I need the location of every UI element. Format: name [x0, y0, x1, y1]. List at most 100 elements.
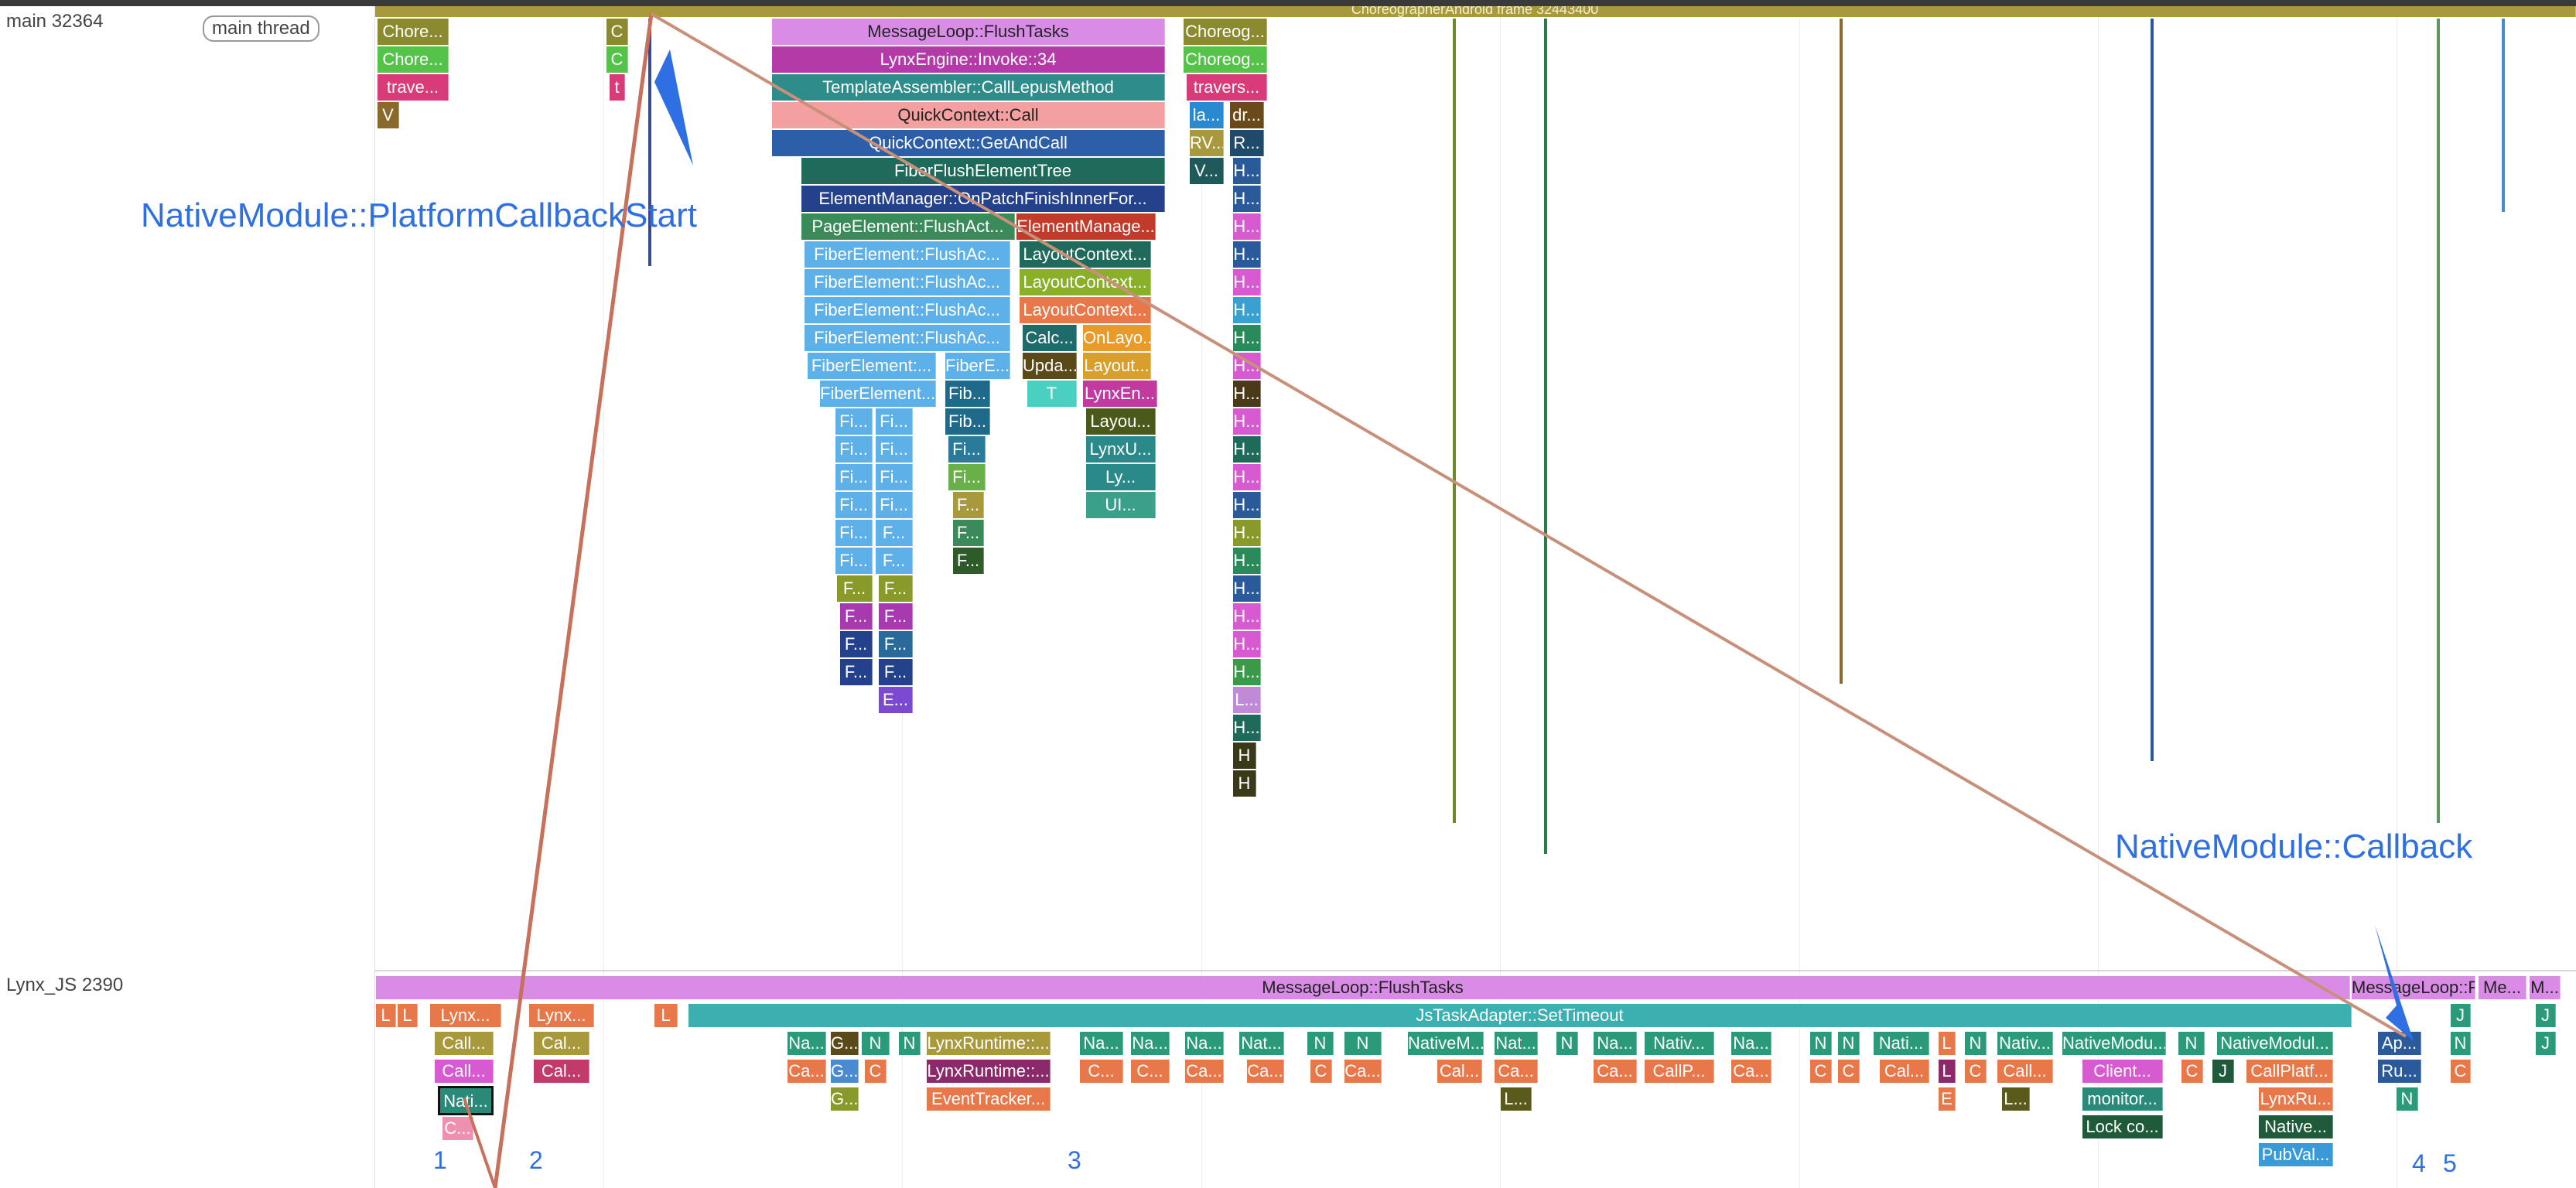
- js-slice-n[interactable]: N: [2451, 1032, 2471, 1055]
- slice-r[interactable]: R...: [1230, 130, 1264, 156]
- js-slice-l[interactable]: L: [654, 1004, 678, 1027]
- slice-fi[interactable]: Fi...: [835, 436, 873, 463]
- js-slice-nativ[interactable]: Nativ...: [1997, 1032, 2053, 1055]
- js-slice-c[interactable]: C: [2181, 1060, 2203, 1083]
- slice-f[interactable]: F...: [840, 659, 873, 685]
- js-slice-ru[interactable]: Ru...: [2378, 1060, 2421, 1083]
- slice-lynxu[interactable]: LynxU...: [1086, 436, 1156, 463]
- js-slice-flush-tasks[interactable]: MessageLoop::FlushTasks: [376, 976, 2350, 999]
- slice-fibe[interactable]: FiberE...: [945, 353, 1010, 379]
- js-slice-callplatf[interactable]: CallPlatf...: [2246, 1060, 2333, 1083]
- slice-h-short[interactable]: H: [1233, 742, 1256, 769]
- slice-f[interactable]: F...: [953, 520, 984, 546]
- js-slice-ca[interactable]: Ca...: [1247, 1060, 1284, 1083]
- slice-la[interactable]: la...: [1190, 102, 1224, 128]
- slice-h[interactable]: H...: [1233, 631, 1261, 657]
- js-slice-na[interactable]: Na...: [1131, 1032, 1170, 1055]
- js-slice-n[interactable]: N: [1344, 1032, 1382, 1055]
- slice-fiber-element-5[interactable]: FiberElement:...: [808, 353, 936, 379]
- slice-h[interactable]: H...: [1233, 603, 1261, 630]
- slice-h[interactable]: H...: [1233, 297, 1261, 323]
- js-slice-n[interactable]: N: [1556, 1032, 1578, 1055]
- js-slice-na[interactable]: Na...: [787, 1032, 826, 1055]
- slice-lynx-invoke[interactable]: LynxEngine::Invoke::34: [772, 46, 1165, 73]
- slice-fi[interactable]: Fi...: [835, 548, 873, 574]
- slice-layout-context-2[interactable]: LayoutContext...: [1020, 269, 1151, 295]
- slice-h[interactable]: H...: [1233, 548, 1261, 574]
- js-slice-n[interactable]: N: [1838, 1032, 1860, 1055]
- slice-fi[interactable]: Fi...: [835, 464, 873, 490]
- slice-choreog-1[interactable]: Choreog...: [1184, 19, 1267, 45]
- js-slice-e[interactable]: E: [1939, 1087, 1956, 1111]
- js-slice-c[interactable]: C: [865, 1060, 887, 1083]
- slice-chore-2[interactable]: Chore...: [378, 46, 449, 73]
- js-slice-c[interactable]: C...: [1131, 1060, 1170, 1083]
- js-slice-nati-selected[interactable]: Nati...: [438, 1086, 494, 1115]
- slice-fiber-element-2[interactable]: FiberElement::FlushAc...: [805, 269, 1010, 295]
- js-slice-n[interactable]: N: [2397, 1087, 2418, 1111]
- js-slice-na[interactable]: Na...: [1080, 1032, 1123, 1055]
- main-track-header[interactable]: main 32364 main thread: [0, 6, 375, 975]
- js-slice-flush-2[interactable]: MessageLoop::F...: [2352, 976, 2475, 999]
- slice-layou[interactable]: Layou...: [1086, 408, 1156, 435]
- js-slice-ca[interactable]: Ca...: [1185, 1060, 1224, 1083]
- slice-h[interactable]: H...: [1233, 520, 1261, 546]
- js-slice-ca[interactable]: Ca...: [1495, 1060, 1538, 1083]
- js-slice-c[interactable]: C: [1838, 1060, 1860, 1083]
- slice-fiber-element-6[interactable]: FiberElement...: [820, 381, 936, 407]
- slice-element-manage[interactable]: ElementManage...: [1016, 213, 1156, 240]
- js-slice-n[interactable]: N: [1965, 1032, 1987, 1055]
- slice-choreog-2[interactable]: Choreog...: [1184, 46, 1267, 73]
- js-track-header[interactable]: Lynx_JS 2390: [0, 971, 375, 1188]
- js-slice-n[interactable]: N: [2178, 1032, 2205, 1055]
- slice-f[interactable]: F...: [953, 492, 984, 518]
- slice-h[interactable]: H...: [1233, 659, 1261, 685]
- frame-slice[interactable]: ChoreographerAndroid frame 32443400: [374, 6, 2576, 17]
- js-slice-lynxru[interactable]: LynxRu...: [2259, 1087, 2333, 1111]
- slice-fi[interactable]: Fi...: [876, 436, 913, 463]
- js-slice-nat[interactable]: Nat...: [1495, 1032, 1538, 1055]
- js-slice-ca[interactable]: Ca...: [1594, 1060, 1637, 1083]
- slice-layout[interactable]: Layout...: [1083, 353, 1151, 379]
- slice-dr[interactable]: dr...: [1230, 102, 1264, 128]
- slice-layout-context-1[interactable]: LayoutContext...: [1020, 241, 1151, 268]
- js-slice-c[interactable]: C...: [442, 1117, 473, 1140]
- js-slice-cal[interactable]: Cal...: [1437, 1060, 1482, 1083]
- js-slice-lynxruntime-1[interactable]: LynxRuntime::...: [927, 1032, 1051, 1055]
- js-slice-j[interactable]: J: [2451, 1004, 2471, 1027]
- js-slice-g[interactable]: G...: [831, 1087, 859, 1111]
- slice-fi[interactable]: Fi...: [948, 464, 986, 490]
- js-slice-c[interactable]: C: [1810, 1060, 1832, 1083]
- js-slice-ap[interactable]: Ap...: [2378, 1032, 2421, 1055]
- slice-fi[interactable]: Fi...: [835, 520, 873, 546]
- slice-f[interactable]: F...: [879, 603, 913, 630]
- slice-f[interactable]: F...: [840, 631, 873, 657]
- js-slice-call-1[interactable]: Call...: [435, 1032, 494, 1055]
- slice-page-element[interactable]: PageElement::FlushAct...: [801, 213, 1015, 240]
- slice-upda[interactable]: Upda...: [1023, 353, 1077, 379]
- slice-fiber-flush[interactable]: FiberFlushElementTree: [801, 158, 1165, 184]
- js-slice-c[interactable]: C: [1310, 1060, 1332, 1083]
- js-slice-n[interactable]: N: [1810, 1032, 1832, 1055]
- slice-h[interactable]: H...: [1233, 325, 1261, 351]
- slice-h[interactable]: H...: [1233, 381, 1261, 407]
- slice-f[interactable]: F...: [876, 520, 913, 546]
- slice-trave[interactable]: trave...: [378, 74, 449, 101]
- js-slice-lynx-1[interactable]: Lynx...: [430, 1004, 501, 1027]
- js-slice-g[interactable]: G...: [831, 1032, 859, 1055]
- js-slice-l[interactable]: L...: [1501, 1087, 1532, 1111]
- slice-quickcontext-call[interactable]: QuickContext::Call: [772, 102, 1165, 128]
- js-slice-l[interactable]: L: [398, 1004, 418, 1027]
- js-slice-cal-1[interactable]: Cal...: [534, 1032, 589, 1055]
- slice-chore-1[interactable]: Chore...: [378, 19, 449, 45]
- js-slice-na[interactable]: Na...: [1731, 1032, 1771, 1055]
- slice-h[interactable]: H...: [1233, 241, 1261, 268]
- js-slice-nativemodul[interactable]: NativeModul...: [2217, 1032, 2333, 1055]
- js-slice-m[interactable]: M...: [2530, 976, 2561, 999]
- slice-h[interactable]: H...: [1233, 436, 1261, 463]
- js-slice-nati[interactable]: Nati...: [1874, 1032, 1929, 1055]
- slice-h[interactable]: H...: [1233, 464, 1261, 490]
- slice-onlayo[interactable]: OnLayo...: [1083, 325, 1151, 351]
- slice-c-1[interactable]: C: [606, 19, 628, 45]
